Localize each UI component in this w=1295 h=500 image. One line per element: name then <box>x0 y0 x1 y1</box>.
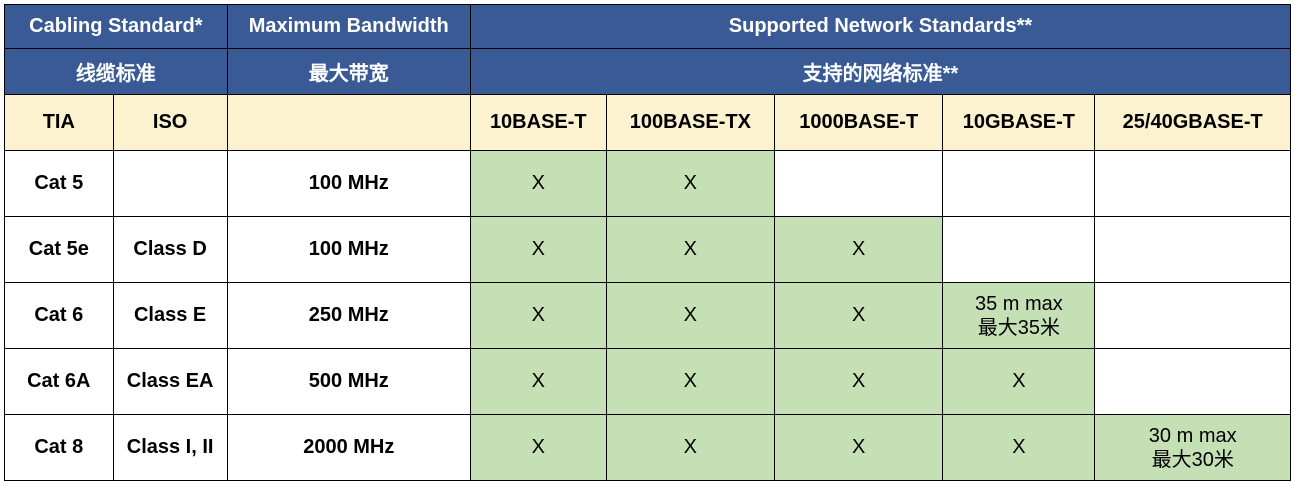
cell-iso <box>113 151 227 217</box>
cell-network-support: X <box>943 349 1095 415</box>
cell-bandwidth: 250 MHz <box>227 283 470 349</box>
table-row: Cat 6Class E250 MHzXXX35 m max最大35米 <box>5 283 1291 349</box>
header-bw-blank <box>227 95 470 151</box>
table-row: Cat 6AClass EA500 MHzXXXX <box>5 349 1291 415</box>
header-tia: TIA <box>5 95 114 151</box>
cell-bandwidth: 100 MHz <box>227 217 470 283</box>
cell-network-support: X <box>606 349 774 415</box>
cell-iso: Class EA <box>113 349 227 415</box>
header-supported-networks: Supported Network Standards** <box>470 5 1290 49</box>
table-row: Cat 5100 MHzXX <box>5 151 1291 217</box>
cell-text-line: 35 m max <box>947 292 1090 316</box>
cell-iso: Class I, II <box>113 415 227 481</box>
cell-network-support: X <box>606 415 774 481</box>
cell-network-support: X <box>775 415 943 481</box>
cell-tia: Cat 6 <box>5 283 114 349</box>
header-supported-networks-cn: 支持的网络标准** <box>470 49 1290 95</box>
cell-network-support: X <box>606 217 774 283</box>
table-body: Cat 5100 MHzXXCat 5eClass D100 MHzXXXCat… <box>5 151 1291 481</box>
cell-text-line: 30 m max <box>1099 424 1286 448</box>
cell-network-support <box>1095 217 1291 283</box>
cell-network-support: X <box>470 415 606 481</box>
header-cabling-standard: Cabling Standard* <box>5 5 228 49</box>
cell-bandwidth: 500 MHz <box>227 349 470 415</box>
header-net-1000base-t: 1000BASE-T <box>775 95 943 151</box>
cell-tia: Cat 5 <box>5 151 114 217</box>
cell-network-support: X <box>470 283 606 349</box>
header-net-10base-t: 10BASE-T <box>470 95 606 151</box>
table-row: Cat 5eClass D100 MHzXXX <box>5 217 1291 283</box>
table-row: Cat 8Class I, II2000 MHzXXXX30 m max最大30… <box>5 415 1291 481</box>
cell-network-support: X <box>775 283 943 349</box>
cabling-standards-table: Cabling Standard* Maximum Bandwidth Supp… <box>4 4 1291 481</box>
cell-network-support: X <box>470 217 606 283</box>
cell-network-support: X <box>943 415 1095 481</box>
cell-network-support: X <box>470 349 606 415</box>
cell-text-line: 最大35米 <box>947 316 1090 340</box>
header-row-1: Cabling Standard* Maximum Bandwidth Supp… <box>5 5 1291 49</box>
cell-tia: Cat 5e <box>5 217 114 283</box>
cell-network-support: X <box>606 283 774 349</box>
header-iso: ISO <box>113 95 227 151</box>
cell-network-support <box>1095 283 1291 349</box>
cell-network-support: 30 m max最大30米 <box>1095 415 1291 481</box>
cell-tia: Cat 6A <box>5 349 114 415</box>
cell-bandwidth: 2000 MHz <box>227 415 470 481</box>
header-row-2: 线缆标准 最大带宽 支持的网络标准** <box>5 49 1291 95</box>
cell-iso: Class D <box>113 217 227 283</box>
cell-network-support <box>1095 349 1291 415</box>
cell-tia: Cat 8 <box>5 415 114 481</box>
header-cabling-standard-cn: 线缆标准 <box>5 49 228 95</box>
cell-network-support <box>943 151 1095 217</box>
cell-network-support: X <box>606 151 774 217</box>
cell-network-support: X <box>470 151 606 217</box>
cell-text-line: 最大30米 <box>1099 448 1286 472</box>
header-net-25-40gbase-t: 25/40GBASE-T <box>1095 95 1291 151</box>
cell-network-support: X <box>775 217 943 283</box>
header-net-10gbase-t: 10GBASE-T <box>943 95 1095 151</box>
cell-network-support <box>943 217 1095 283</box>
header-row-3: TIA ISO 10BASE-T 100BASE-TX 1000BASE-T 1… <box>5 95 1291 151</box>
cell-iso: Class E <box>113 283 227 349</box>
header-max-bandwidth: Maximum Bandwidth <box>227 5 470 49</box>
cell-network-support <box>775 151 943 217</box>
cell-bandwidth: 100 MHz <box>227 151 470 217</box>
cell-network-support: X <box>775 349 943 415</box>
cell-network-support: 35 m max最大35米 <box>943 283 1095 349</box>
header-net-100base-tx: 100BASE-TX <box>606 95 774 151</box>
cell-network-support <box>1095 151 1291 217</box>
header-max-bandwidth-cn: 最大带宽 <box>227 49 470 95</box>
